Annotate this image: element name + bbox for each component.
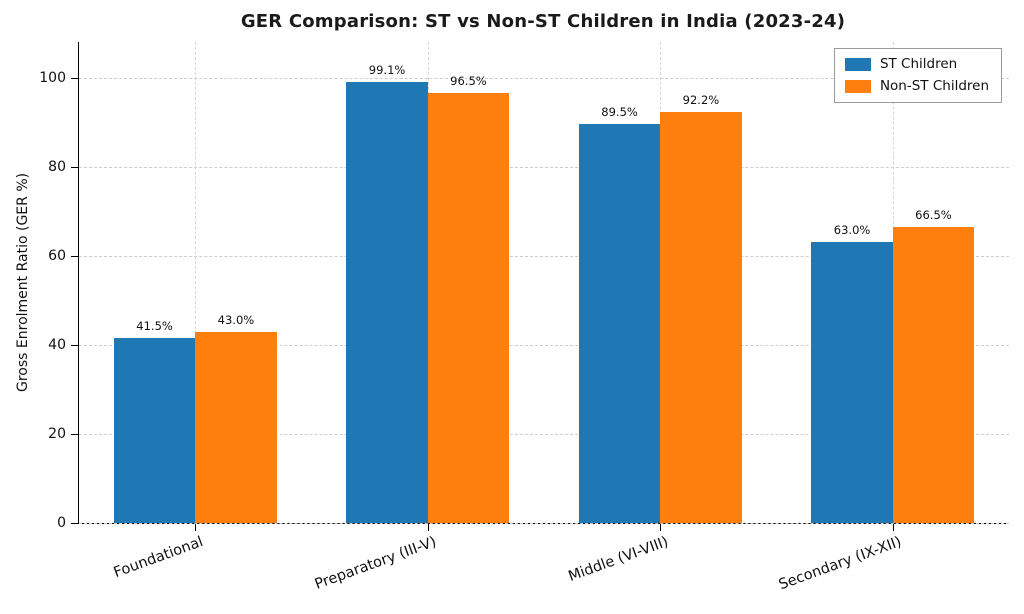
y-tick-label: 20 — [48, 425, 66, 442]
gridline-horizontal — [79, 255, 1009, 257]
x-tick-mark — [660, 524, 662, 531]
bar-non-st-children — [195, 331, 277, 523]
gridline-horizontal — [79, 523, 1009, 524]
bar-st-children — [346, 81, 428, 523]
x-tick-mark — [892, 524, 894, 531]
bar-value-label: 66.5% — [915, 207, 952, 222]
y-tick-label: 100 — [39, 69, 66, 86]
bar-value-label: 89.5% — [601, 105, 638, 120]
legend-label: Non-ST Children — [879, 78, 989, 94]
bar-value-label: 43.0% — [217, 312, 255, 327]
bar-value-label: 63.0% — [833, 223, 871, 238]
legend-item: Non-ST Children — [844, 78, 989, 94]
legend: ST Children Non-ST Children — [833, 48, 1002, 103]
y-tick-mark — [71, 523, 78, 524]
y-tick-label: 60 — [48, 247, 66, 264]
y-tick-labels: 0 20 40 60 80 100 — [0, 42, 66, 531]
bar-value-label: 99.1% — [368, 62, 406, 77]
y-tick-label: 0 — [57, 515, 66, 531]
legend-label: ST Children — [879, 56, 958, 72]
y-tick-mark — [71, 166, 78, 168]
x-tick-label: Secondary (IX-XII) — [776, 534, 904, 594]
bar-value-label: 92.2% — [682, 93, 720, 108]
x-tick-label: Preparatory (III-V) — [312, 534, 439, 593]
x-tick-label: Foundational — [112, 534, 206, 582]
bar-value-label: 96.5% — [450, 74, 487, 89]
x-tick-mark — [195, 524, 197, 531]
y-tick-mark — [71, 255, 78, 257]
x-tick-mark — [427, 524, 429, 531]
y-tick-mark — [71, 433, 78, 435]
bar-st-children — [578, 124, 661, 523]
gridline-horizontal — [79, 433, 1009, 435]
plot-area: 41.5% 99.1% 89.5% 63.0% 43.0% 96.5% 92.2% 66.5% — [71, 42, 1009, 531]
legend-swatch — [844, 79, 871, 93]
y-tick-mark — [71, 344, 78, 346]
y-tick-mark — [71, 77, 78, 79]
gridline-horizontal — [79, 77, 1009, 79]
bar-value-label: 41.5% — [136, 319, 173, 334]
gridline-horizontal — [79, 344, 1009, 346]
gridline-vertical — [195, 42, 197, 523]
y-tick-label: 80 — [48, 158, 66, 175]
x-tick-label: Middle (VI-VIII) — [566, 534, 671, 586]
chart-title: GER Comparison: ST vs Non-ST Children in… — [240, 11, 846, 32]
gridline-horizontal — [79, 166, 1009, 168]
legend-item: ST Children — [844, 56, 989, 72]
bar-st-children — [811, 242, 893, 523]
bar-non-st-children — [427, 93, 510, 523]
legend-swatch — [844, 57, 871, 71]
x-tick-labels: Foundational Preparatory (III-V) Middle (V… — [78, 524, 1008, 612]
bar-non-st-children — [892, 226, 975, 523]
y-tick-label: 40 — [48, 336, 66, 353]
bar-non-st-children — [660, 112, 742, 523]
bar-st-children — [113, 338, 196, 523]
